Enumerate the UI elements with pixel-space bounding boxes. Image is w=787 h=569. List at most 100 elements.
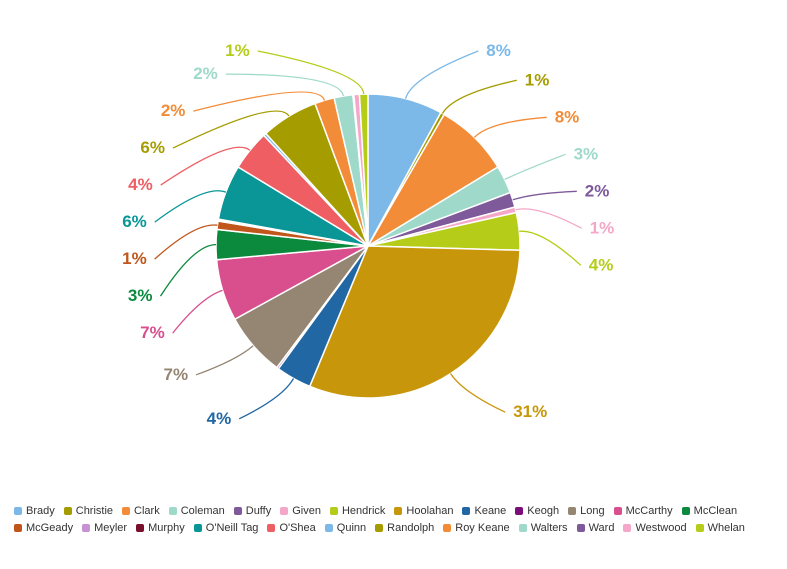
legend-swatch [193,524,202,532]
pie-slice-hoolahan[interactable] [308,245,521,399]
legend-label: Duffy [245,505,272,517]
slice-label-given: 1% [590,218,615,237]
slice-label-mcgeady: 1% [122,249,147,268]
legend-label: Christie [75,505,114,517]
leader-line-mcclean [159,243,217,297]
legend-item-coleman[interactable]: Coleman [168,504,225,518]
legend-swatch [681,507,690,515]
slice-label-randolph: 6% [140,138,165,157]
leader-line-roy-keane [193,91,326,112]
leader-line-o-shea [160,146,251,186]
legend-swatch [515,507,524,515]
legend-item-hoolahan[interactable]: Hoolahan [394,504,453,518]
pie-chart: 8% 1% 8% 3% 2% 1% 4% 31% 4% 7% 7% 3% 1% 6% 4% 6% 2% 2% 1% [122,41,615,428]
legend-swatch [518,524,527,532]
legend: Brady Christie Clark Coleman Duffy Given Hendr… [14,504,784,535]
leader-line-hoolahan [450,373,506,413]
legend-label: O'Shea [279,522,316,534]
legend-label: Clark [134,505,160,517]
slice-label-christie: 1% [525,70,550,89]
leader-line-walters [225,73,345,97]
slice-label-brady: 8% [486,41,511,60]
legend-label: O'Neill Tag [205,522,259,534]
slice-label-hendrick: 4% [589,255,614,274]
legend-swatch [168,507,177,515]
legend-item-quinn[interactable]: Quinn [324,521,367,535]
legend-label: Long [580,505,605,517]
legend-swatch [394,507,403,515]
legend-swatch [568,507,577,515]
legend-swatch [136,524,145,532]
legend-swatch [329,507,338,515]
legend-item-duffy[interactable]: Duffy [233,504,272,518]
legend-label: McClean [693,505,738,517]
leader-line-brady [404,50,479,99]
legend-swatch [576,524,585,532]
leader-line-mccarthy [172,289,223,334]
legend-label: Murphy [148,522,185,534]
legend-swatch [623,524,632,532]
leader-line-randolph [172,110,290,149]
legend-item-mccarthy[interactable]: McCarthy [613,504,673,518]
slice-label-o-neill-tag: 6% [122,212,147,231]
legend-swatch [613,507,622,515]
legend-item-murphy[interactable]: Murphy [136,521,185,535]
slice-label-mccarthy: 7% [140,323,165,342]
legend-swatch [63,507,72,515]
leader-line-given [515,208,583,229]
legend-item-walters[interactable]: Walters [518,521,568,535]
leader-line-clark [473,116,547,138]
legend-item-hendrick[interactable]: Hendrick [329,504,386,518]
slice-label-o-shea: 4% [128,175,153,194]
legend-label: McGeady [26,522,74,534]
slice-label-whelan: 1% [225,41,250,60]
legend-swatch [82,524,91,532]
legend-label: Hoolahan [406,505,454,517]
legend-swatch [375,524,384,532]
legend-label: Randolph [387,522,435,534]
legend-item-o-shea[interactable]: O'Shea [267,521,316,535]
slice-label-clark: 8% [555,107,580,126]
legend-item-clark[interactable]: Clark [122,504,160,518]
slice-label-long: 7% [164,365,189,384]
legend-item-ward[interactable]: Ward [576,521,615,535]
legend-item-long[interactable]: Long [568,504,605,518]
slice-label-keane: 4% [207,409,232,428]
legend-item-christie[interactable]: Christie [63,504,114,518]
legend-swatch [324,524,333,532]
legend-item-randolph[interactable]: Randolph [375,521,434,535]
legend-item-westwood[interactable]: Westwood [623,521,687,535]
legend-label: Hendrick [341,505,386,517]
legend-item-o-neill-tag[interactable]: O'Neill Tag [193,521,259,535]
leader-line-keane [238,378,295,420]
slice-label-roy-keane: 2% [161,101,186,120]
legend-swatch [233,507,242,515]
legend-label: Keogh [527,505,560,517]
legend-label: Westwood [635,522,687,534]
legend-label: Ward [588,522,615,534]
leader-line-christie [441,79,517,114]
label-leader-lines [154,50,583,420]
legend-item-mcgeady[interactable]: McGeady [14,521,73,535]
legend-item-roy-keane[interactable]: Roy Keane [443,521,510,535]
pie-slices [215,93,521,399]
legend-item-meyler[interactable]: Meyler [82,521,127,535]
legend-label: Whelan [707,522,745,534]
legend-item-brady[interactable]: Brady [14,504,55,518]
slice-label-hoolahan: 31% [513,402,547,421]
legend-label: Coleman [180,505,225,517]
slice-label-coleman: 3% [574,144,599,163]
legend-label: Roy Keane [455,522,510,534]
legend-swatch [280,507,289,515]
legend-item-keogh[interactable]: Keogh [515,504,559,518]
legend-item-whelan[interactable]: Whelan [695,521,745,535]
slice-label-duffy: 2% [585,181,610,200]
legend-item-keane[interactable]: Keane [462,504,506,518]
legend-label: Given [292,505,321,517]
legend-label: Quinn [336,522,367,534]
leader-line-hendrick [519,230,582,266]
legend-item-given[interactable]: Given [280,504,321,518]
legend-label: McCarthy [625,505,673,517]
legend-item-mcclean[interactable]: McClean [681,504,738,518]
leader-line-duffy [512,190,577,201]
